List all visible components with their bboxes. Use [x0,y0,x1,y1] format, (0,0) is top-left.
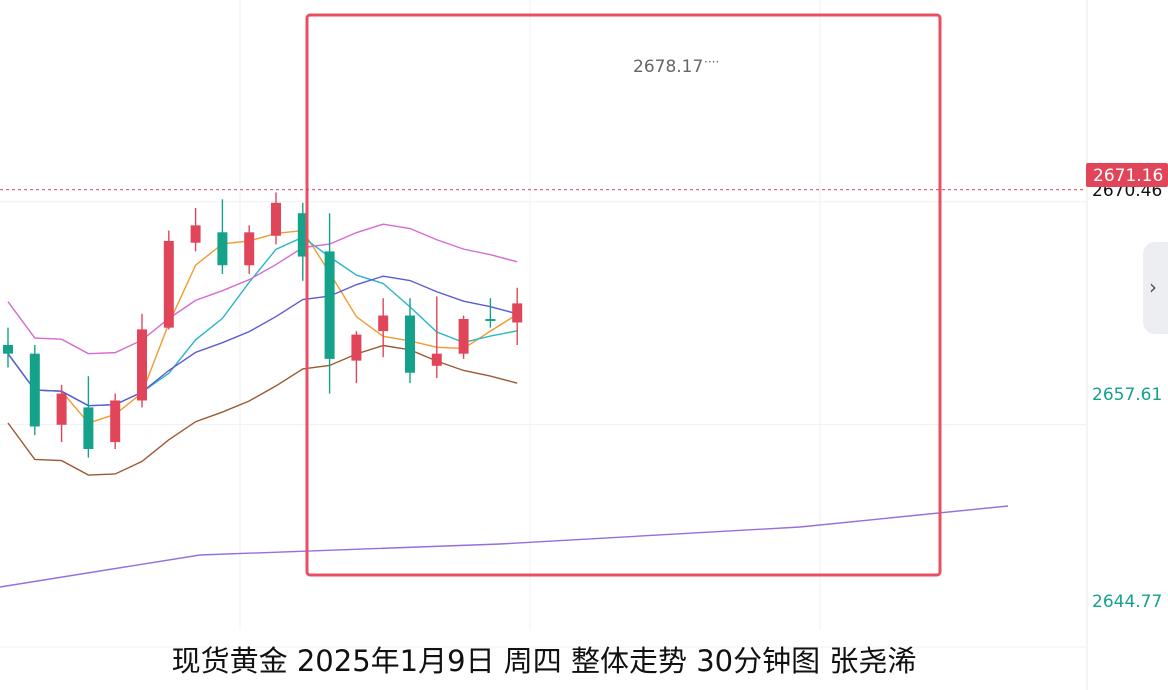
candle-body [485,318,496,321]
candle-body [29,353,40,427]
candle-body [431,353,442,366]
price-tick-2657-61: 2657.61 [1092,385,1162,405]
expand-panel-button[interactable]: › [1143,242,1168,334]
candle-body [297,213,308,257]
high-price-leader: ···· [704,55,719,69]
chevron-right-icon: › [1149,275,1157,299]
candle-body [217,232,228,266]
candle-body [83,407,94,450]
boll-upper-line [7,223,518,355]
highlight-box [305,13,942,577]
candle-body [244,232,255,266]
candle-body [405,315,415,373]
ma-very-long-line [0,505,1009,588]
candle-body [56,393,67,425]
current-price-tag [1086,163,1168,187]
candle-body [137,329,147,401]
candle-series [3,192,523,458]
high-price-annotation: 2678.17 [633,57,703,77]
indicator-lines [0,223,1009,588]
candle-body [163,240,174,328]
candle-body [271,202,281,236]
current-price-label: 2671.16 [1093,166,1163,186]
candle-body [512,303,523,323]
price-axis-bg [1086,0,1168,690]
chart-grid [0,0,1088,648]
candle-body [378,315,389,332]
candle-body [351,334,362,361]
candle-body [458,318,469,354]
candle-body [3,345,13,354]
ma-long-line [7,275,518,407]
chart-caption: 现货黄金 2025年1月9日 周四 整体走势 30分钟图 张尧浠 [171,644,917,678]
price-tick-2644-77: 2644.77 [1092,592,1162,612]
candle-body [190,225,201,243]
candle-body [324,251,335,359]
price-axis: 2670.46 2671.16 2657.61 2644.77 [1086,0,1168,690]
candle-body [110,400,121,443]
ma-mid-line [7,236,518,407]
